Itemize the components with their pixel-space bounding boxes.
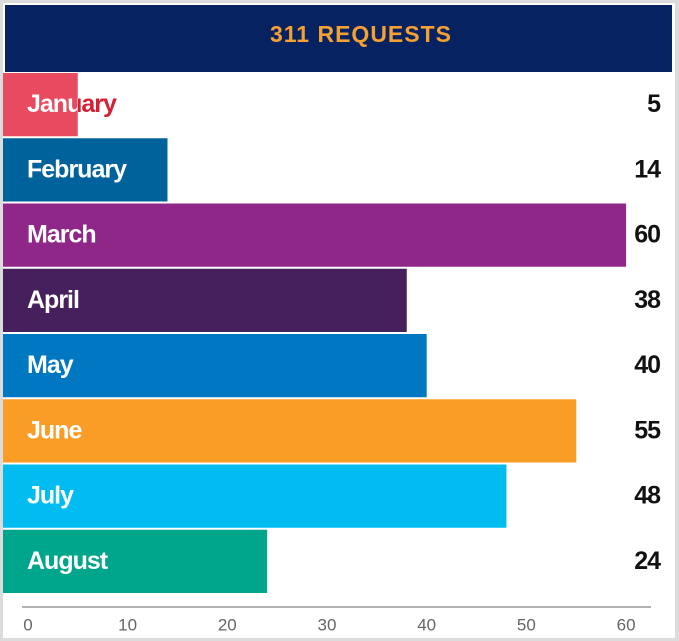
bar bbox=[3, 529, 268, 593]
x-tick-label: 30 bbox=[318, 615, 337, 634]
category-label: June bbox=[27, 416, 82, 444]
category-label: August bbox=[27, 547, 109, 575]
x-tick-label: 40 bbox=[417, 615, 436, 634]
category-label: January bbox=[27, 90, 117, 118]
bar bbox=[3, 334, 427, 398]
bar bbox=[3, 464, 507, 528]
category-label: May bbox=[27, 351, 74, 379]
bar bbox=[3, 268, 407, 332]
x-tick-label: 0 bbox=[23, 615, 32, 634]
x-tick-label: 10 bbox=[118, 615, 137, 634]
value-label: 5 bbox=[647, 90, 661, 118]
title-bar bbox=[5, 5, 672, 72]
bar bbox=[3, 73, 78, 137]
value-label: 55 bbox=[634, 416, 661, 444]
chart-title: 311 REQUESTS bbox=[270, 21, 452, 47]
category-label: January bbox=[27, 90, 117, 118]
category-label: June bbox=[27, 416, 82, 444]
value-label: 40 bbox=[634, 351, 660, 379]
category-label: April bbox=[27, 286, 79, 314]
value-label: 60 bbox=[634, 221, 660, 249]
category-label: February bbox=[27, 155, 127, 183]
category-label: April bbox=[27, 286, 79, 314]
value-label: 48 bbox=[634, 482, 661, 510]
category-label: August bbox=[27, 547, 109, 575]
category-label: February bbox=[27, 155, 127, 183]
bar bbox=[3, 138, 168, 202]
x-tick-label: 50 bbox=[517, 615, 536, 634]
bar bbox=[3, 399, 577, 463]
category-label: March bbox=[27, 221, 96, 249]
value-label: 24 bbox=[634, 547, 661, 575]
category-label: May bbox=[27, 351, 74, 379]
value-label: 14 bbox=[634, 155, 661, 183]
category-label: July bbox=[27, 482, 74, 510]
x-tick-label: 20 bbox=[218, 615, 237, 634]
bar bbox=[3, 203, 627, 267]
category-label: March bbox=[27, 221, 96, 249]
x-tick-label: 60 bbox=[617, 615, 636, 634]
value-label: 38 bbox=[634, 286, 661, 314]
category-label: July bbox=[27, 482, 74, 510]
